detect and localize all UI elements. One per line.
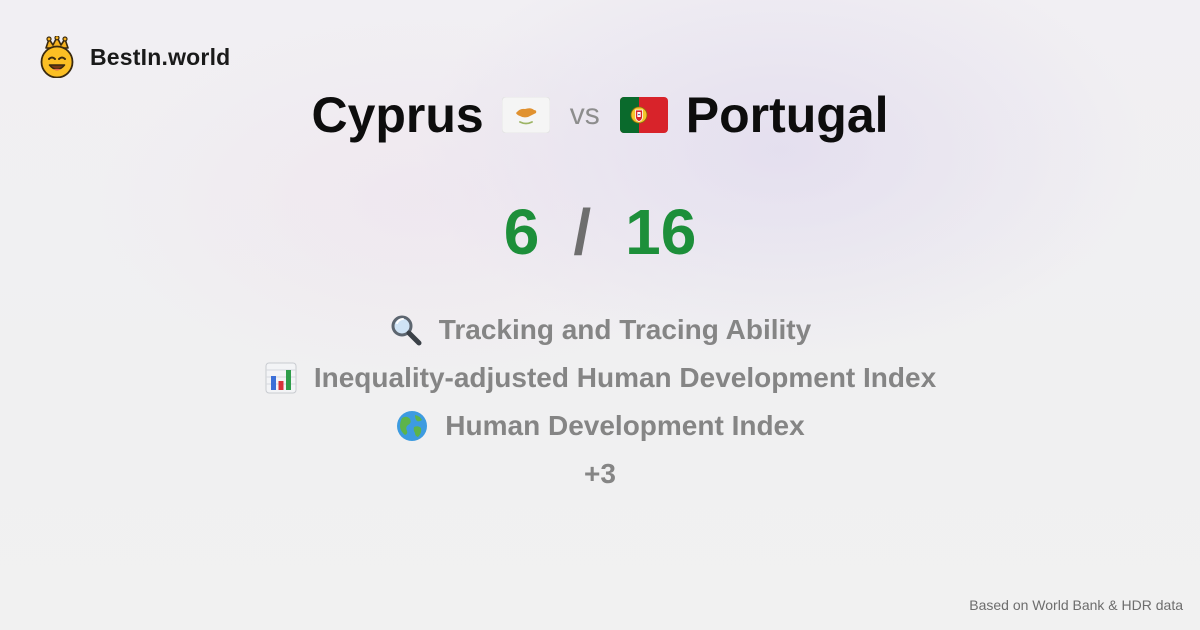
- right-country-name: Portugal: [685, 87, 889, 143]
- data-source-note: Based on World Bank & HDR data: [969, 597, 1183, 613]
- magnifying-glass-icon: [391, 315, 422, 346]
- metric-item: Human Development Index: [395, 409, 805, 443]
- comparison-title: Cyprus vs Portugal: [0, 86, 1200, 144]
- globe-icon: [397, 411, 428, 441]
- metrics-list: Tracking and Tracing Ability Inequality-…: [0, 313, 1200, 491]
- metric-label: Tracking and Tracing Ability: [438, 314, 812, 345]
- vs-label: vs: [569, 98, 600, 131]
- metric-label: Human Development Index: [445, 410, 805, 441]
- left-country-name: Cyprus: [311, 87, 484, 143]
- brand-logo[interactable]: BestIn.world: [38, 36, 230, 78]
- left-score: 6: [503, 196, 540, 268]
- portugal-flag-icon: [619, 97, 668, 133]
- score: 6 / 16: [0, 195, 1200, 269]
- score-separator: /: [573, 196, 592, 268]
- metric-label: Inequality-adjusted Human Development In…: [313, 362, 937, 393]
- cyprus-flag-icon: [501, 97, 550, 133]
- bar-chart-icon: [265, 362, 297, 394]
- brand-name: BestIn.world: [90, 43, 231, 70]
- metric-item: Tracking and Tracing Ability: [389, 313, 811, 347]
- more-metrics-count: +3: [584, 458, 616, 489]
- right-score: 16: [625, 196, 697, 268]
- metric-item: Inequality-adjusted Human Development In…: [264, 361, 936, 395]
- smiling-crown-face-icon: [40, 36, 74, 78]
